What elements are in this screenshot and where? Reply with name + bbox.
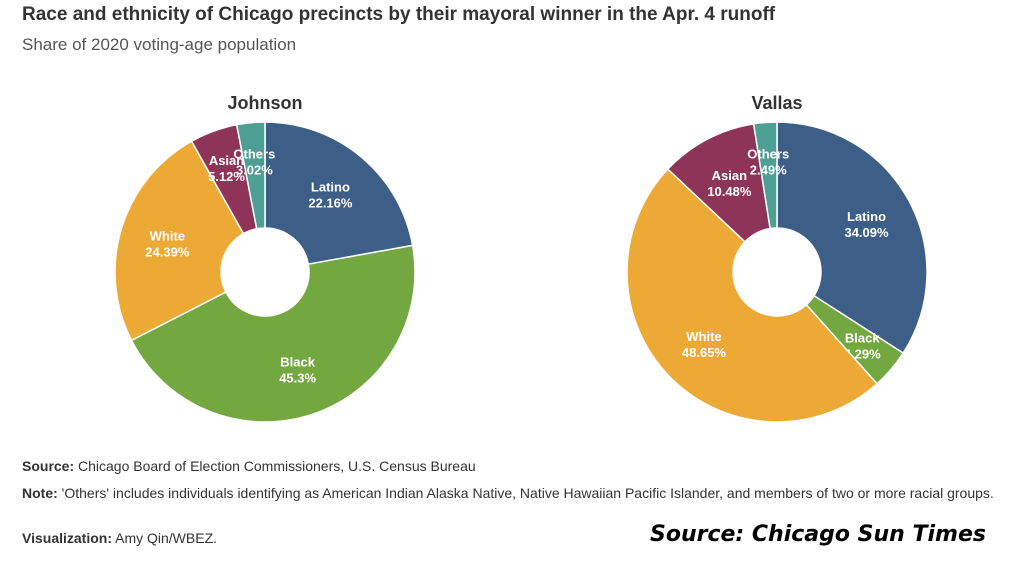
slice-latino [264,121,414,266]
slice-category-label: White [686,329,721,344]
slice-category-label: Black [280,355,315,370]
slice-value-label: 48.65% [682,345,727,360]
source-note: Source: Chicago Board of Election Commis… [22,458,476,474]
source-text: Chicago Board of Election Commissioners,… [78,458,476,474]
note-label: Note: [22,485,58,501]
slice-category-label: Asian [209,153,244,168]
source-label: Source: [22,458,75,474]
chart-subtitle: Share of 2020 voting-age population [22,35,297,54]
slice-value-label: 45.3% [279,371,316,386]
slice-category-label: Latino [311,180,350,195]
donut-charts: JohnsonLatino22.16%Black45.3%White24.39%… [114,93,928,423]
pie-title: Johnson [228,93,303,113]
slice-value-label: 3.02% [236,163,273,178]
slice-value-label: 22.16% [308,196,353,211]
slice-value-label: 10.48% [707,184,752,199]
slice-category-label: Asian [712,168,747,183]
slice-category-label: Others [747,146,789,161]
slice-others [752,121,778,230]
slice-category-label: Black [845,331,880,346]
pie-title: Vallas [751,93,802,113]
slice-value-label: 24.39% [145,245,190,260]
slice-category-label: Others [233,147,275,162]
slice-black [130,244,416,423]
slice-category-label: Latino [847,209,886,224]
slice-value-label: 2.49% [750,162,787,177]
slice-value-label: 5.12% [208,169,245,184]
viz-label: Visualization: [22,530,112,546]
viz-text: Amy Qin/WBEZ. [115,530,218,546]
chart-title: Race and ethnicity of Chicago precincts … [22,4,776,25]
slice-value-label: 34.09% [844,225,889,240]
visualization-credit: Visualization: Amy Qin/WBEZ. [22,530,217,546]
note-text: 'Others' includes individuals identifyin… [61,485,994,501]
slice-others [235,121,266,230]
sun-times-credit: Source: Chicago Sun Times [650,522,986,547]
slice-white [626,168,879,423]
slice-white [114,140,245,342]
slice-category-label: White [150,229,185,244]
note: Note: 'Others' includes individuals iden… [22,482,1012,504]
